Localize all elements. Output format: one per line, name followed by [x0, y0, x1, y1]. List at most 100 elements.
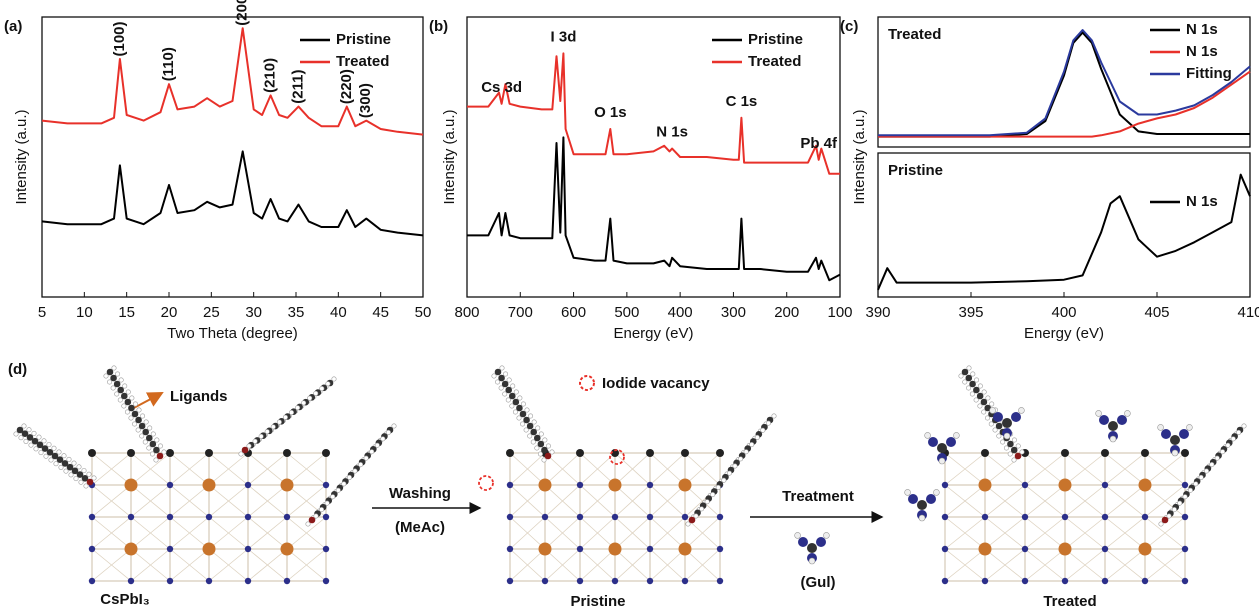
ligand-h [1225, 442, 1231, 448]
ligand-h [153, 457, 159, 463]
ligand-h [534, 445, 540, 451]
ligand-c [995, 422, 1003, 430]
ligand-c [110, 374, 117, 382]
panel-title: Treated [888, 26, 941, 43]
lattice-line [286, 548, 327, 582]
ligand-h [117, 397, 123, 403]
lattice-line [169, 452, 210, 486]
iodide-atom [681, 577, 689, 585]
gui-h [989, 407, 996, 414]
lattice-line [649, 516, 686, 550]
iodide-atom [1101, 513, 1109, 521]
cs-atom [280, 542, 294, 556]
ligand-h [107, 379, 113, 385]
gui-n [1161, 429, 1171, 439]
ligand-c [969, 380, 976, 388]
lattice-line [1104, 548, 1146, 582]
ligand-c [544, 452, 552, 460]
ligand-c [156, 452, 164, 460]
x-axis-title: Energy (eV) [1024, 325, 1104, 342]
ligand-c [961, 368, 969, 376]
ligand-h [13, 431, 19, 437]
x-tick-label: 395 [958, 304, 983, 321]
ligand-h [282, 414, 288, 420]
ligand-h [505, 397, 511, 403]
ligand-h [115, 371, 121, 377]
lattice-line [944, 484, 986, 518]
ligand-h [732, 463, 738, 469]
x-tick-label: 390 [865, 304, 890, 321]
ligand-h [1000, 439, 1006, 445]
vacancy [609, 449, 625, 465]
ligand-c [56, 456, 64, 464]
ligand-h [86, 471, 92, 477]
gui-c [1108, 421, 1118, 431]
lattice-line [130, 484, 171, 518]
iodide-atom [205, 577, 213, 585]
ligand-h [1193, 481, 1199, 487]
ligand-h [46, 442, 52, 448]
iodide-atom [506, 545, 514, 553]
ligand-h [958, 373, 964, 379]
x-tick-label: 30 [245, 304, 262, 321]
peak-label: (220) [338, 69, 355, 104]
ligand-c [31, 437, 39, 445]
pb-atom [681, 449, 689, 457]
ligand-h [503, 371, 509, 377]
gui-h [1171, 449, 1179, 457]
y-axis-title: Intensity (a.u.) [441, 109, 458, 204]
x-tick-label: 45 [372, 304, 389, 321]
iodide-atom [716, 513, 724, 521]
ligand-h [1182, 494, 1188, 500]
gui-h [1157, 424, 1164, 431]
ligand-c [61, 460, 69, 467]
iodide-atom [1061, 513, 1069, 521]
ligand-h [969, 391, 975, 397]
lattice-line [208, 484, 249, 518]
ligand-h [984, 415, 990, 421]
ligand-c [16, 426, 24, 434]
ligand-c [308, 516, 316, 524]
ligand-h [1241, 423, 1247, 429]
ligand-h [61, 453, 67, 459]
ligand-h [531, 419, 537, 425]
ligand-h [517, 395, 523, 401]
ligand-h [21, 423, 27, 429]
cs-atom [1138, 478, 1152, 492]
ligand-h [114, 391, 120, 397]
iodide-atom [506, 481, 514, 489]
lattice-line [509, 548, 546, 582]
gui-n [993, 412, 1003, 422]
ligand-c [81, 474, 89, 482]
ligand-c [533, 434, 541, 442]
ligand-h [78, 479, 84, 485]
ligand-h [966, 385, 972, 391]
ligand-h [498, 385, 504, 391]
gui-h [1186, 424, 1193, 431]
iodide-atom [1181, 481, 1189, 489]
ligand-h [330, 494, 336, 500]
ligand-h [132, 421, 138, 427]
ligand-c [46, 448, 54, 456]
ligand-h [699, 506, 705, 512]
gui-h [808, 557, 816, 565]
ligand-h [341, 481, 347, 487]
ligand-h [295, 405, 301, 411]
peak-label: (200) [234, 0, 251, 26]
gui-n [816, 537, 826, 547]
ligand-c [128, 404, 135, 412]
iodide-atom [88, 577, 96, 585]
ligand-h [313, 390, 319, 396]
ligand-h [996, 433, 1002, 439]
ligand-c [494, 368, 502, 376]
ligand-h [966, 365, 972, 371]
ligand-h [989, 401, 995, 407]
lattice-line [247, 452, 288, 486]
legend-label: Pristine [336, 31, 391, 48]
ligand-h [491, 373, 497, 379]
ligand-h [970, 371, 976, 377]
lattice-line [1064, 484, 1106, 518]
ligand-c [86, 478, 94, 486]
ligand-h [121, 403, 127, 409]
ligand-c [976, 392, 984, 400]
